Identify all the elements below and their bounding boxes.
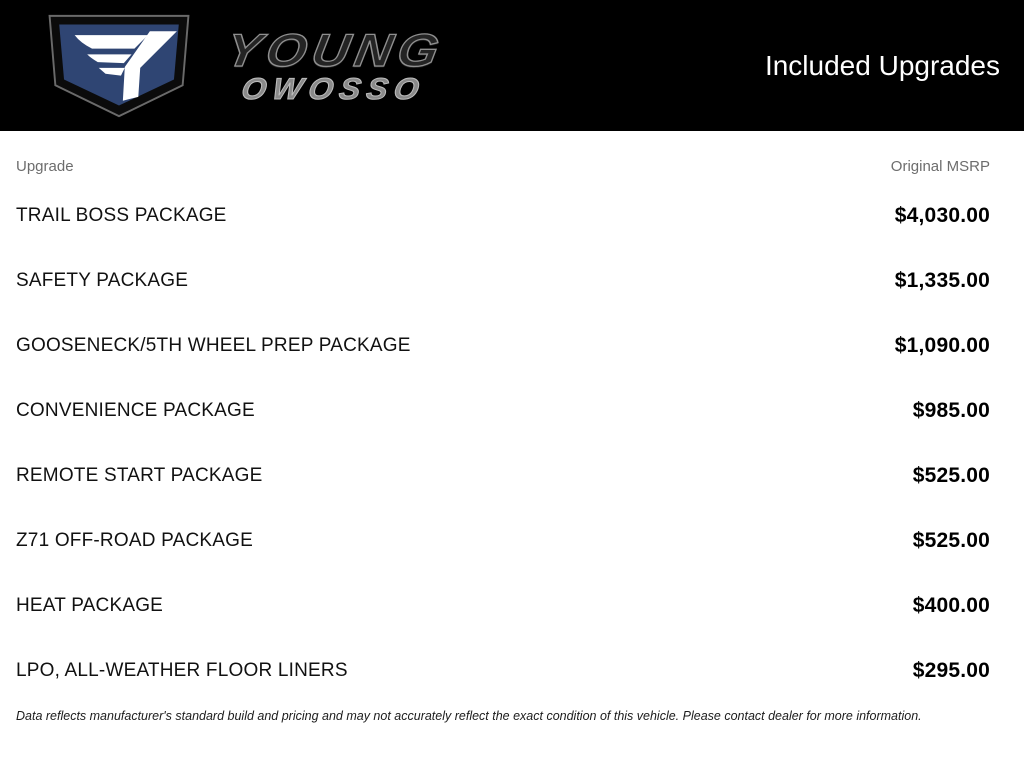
upgrade-name: GOOSENECK/5TH WHEEL PREP PACKAGE — [16, 334, 411, 356]
upgrade-row: SAFETY PACKAGE $1,335.00 — [16, 248, 990, 313]
column-header-msrp: Original MSRP — [890, 158, 990, 175]
upgrade-msrp: $525.00 — [912, 463, 990, 487]
upgrade-row: CONVENIENCE PACKAGE $985.00 — [16, 378, 990, 443]
upgrade-name: HEAT PACKAGE — [16, 594, 164, 616]
upgrade-name: Z71 OFF-ROAD PACKAGE — [16, 529, 253, 551]
dealer-wordmark: YOUNG OWOSSO — [203, 23, 449, 106]
upgrade-name: SAFETY PACKAGE — [16, 269, 189, 291]
upgrade-row: Z71 OFF-ROAD PACKAGE $525.00 — [16, 508, 990, 573]
column-header-upgrade: Upgrade — [16, 158, 74, 175]
dealer-logo: YOUNG OWOSSO — [40, 11, 449, 121]
upgrades-table: Upgrade Original MSRP TRAIL BOSS PACKAGE… — [0, 131, 1024, 703]
disclaimer-text: Data reflects manufacturer's standard bu… — [16, 709, 922, 723]
dealer-city-text: OWOSSO — [238, 72, 428, 106]
dealer-name-text: YOUNG — [222, 23, 449, 76]
table-body: TRAIL BOSS PACKAGE $4,030.00 SAFETY PACK… — [16, 183, 990, 703]
upgrade-row: LPO, ALL-WEATHER FLOOR LINERS $295.00 — [16, 638, 990, 703]
upgrade-msrp: $525.00 — [912, 528, 990, 552]
upgrade-name: REMOTE START PACKAGE — [16, 464, 263, 486]
page-header: YOUNG OWOSSO Included Upgrades — [0, 0, 1024, 131]
upgrade-name: TRAIL BOSS PACKAGE — [16, 204, 227, 226]
upgrade-row: TRAIL BOSS PACKAGE $4,030.00 — [16, 183, 990, 248]
table-header-row: Upgrade Original MSRP — [16, 158, 990, 175]
upgrade-row: HEAT PACKAGE $400.00 — [16, 573, 990, 638]
upgrade-row: REMOTE START PACKAGE $525.00 — [16, 443, 990, 508]
upgrade-name: LPO, ALL-WEATHER FLOOR LINERS — [16, 659, 348, 681]
upgrade-row: GOOSENECK/5TH WHEEL PREP PACKAGE $1,090.… — [16, 313, 990, 378]
upgrade-msrp: $1,335.00 — [894, 268, 990, 292]
upgrade-msrp: $295.00 — [912, 658, 990, 682]
upgrade-msrp: $1,090.00 — [894, 333, 990, 357]
upgrade-msrp: $4,030.00 — [894, 203, 990, 227]
young-shield-icon — [48, 14, 190, 117]
upgrade-msrp: $985.00 — [912, 398, 990, 422]
upgrade-msrp: $400.00 — [912, 593, 990, 617]
upgrade-name: CONVENIENCE PACKAGE — [16, 399, 255, 421]
page-title: Included Upgrades — [764, 49, 1000, 81]
